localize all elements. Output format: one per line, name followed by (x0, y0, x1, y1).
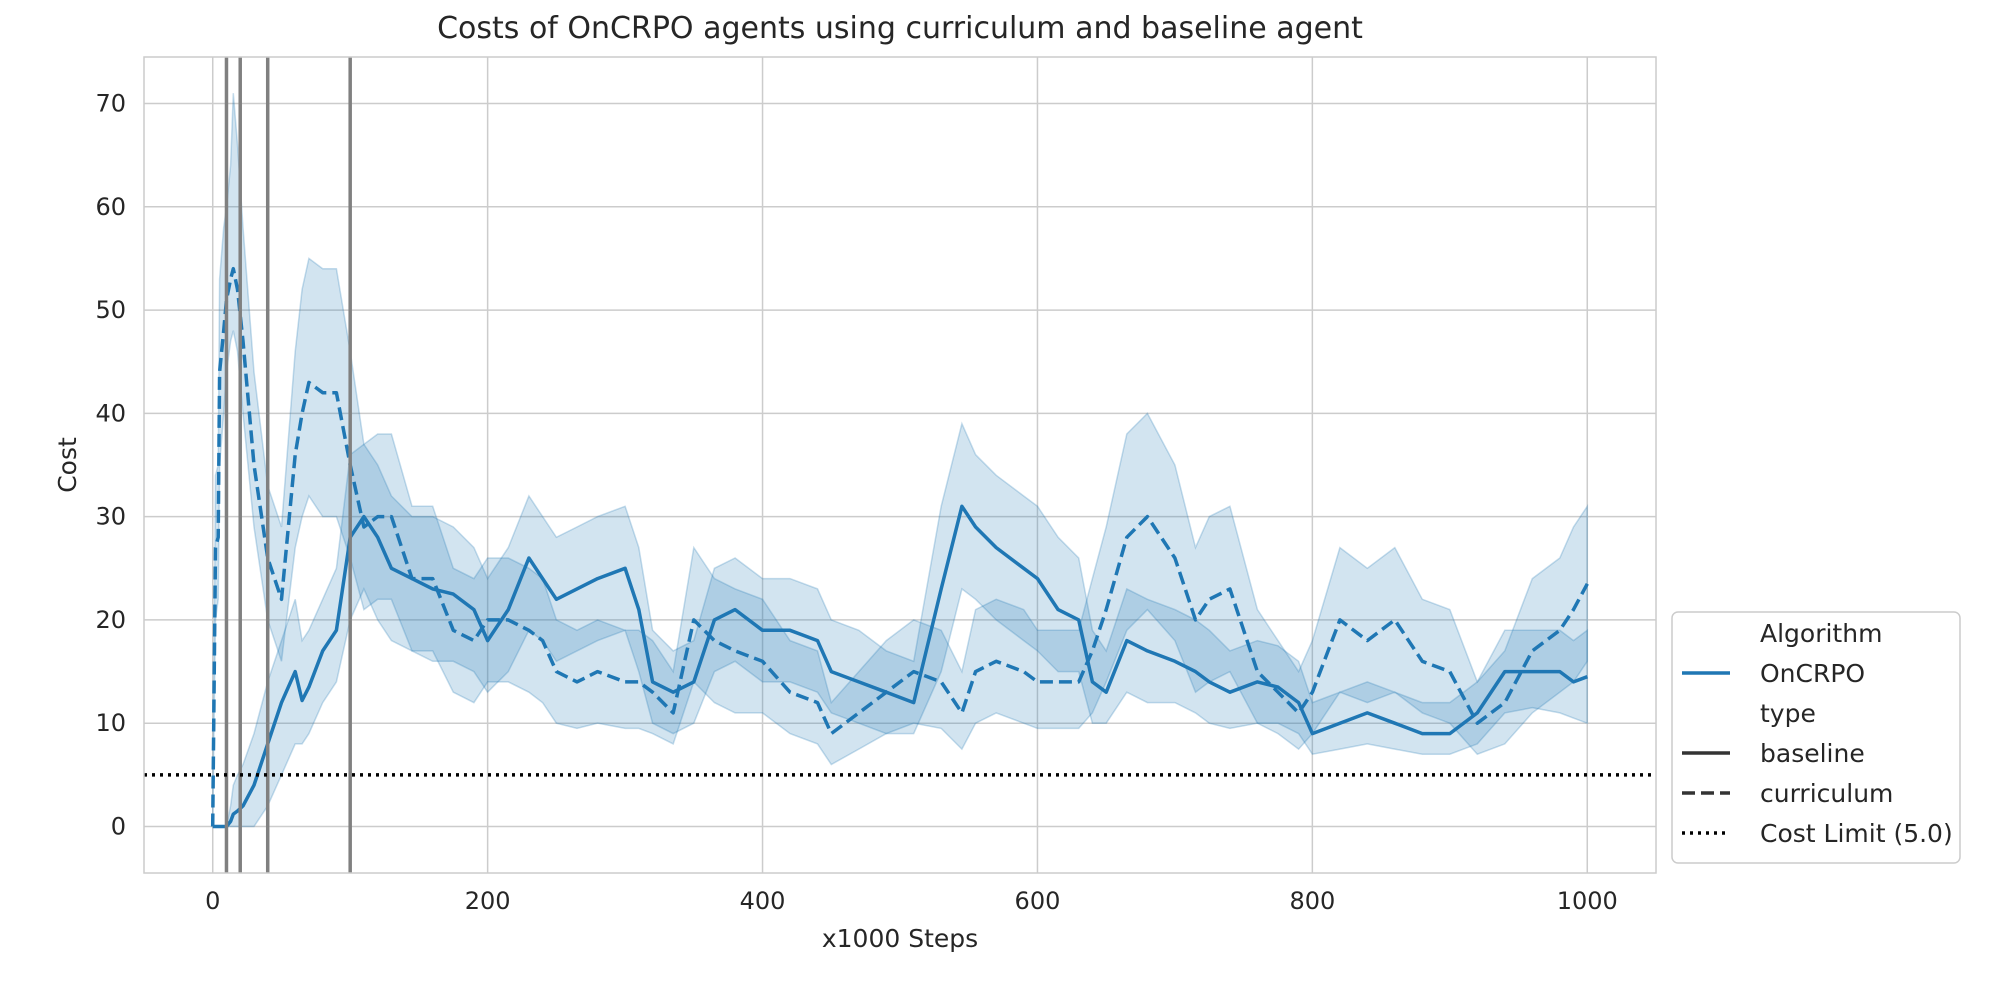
y-tick-label: 60 (95, 193, 126, 221)
legend-oncrpo-label: OnCRPO (1760, 659, 1865, 688)
legend-curriculum-label: curriculum (1760, 779, 1893, 808)
legend-box (1671, 611, 1961, 864)
y-tick-label: 70 (95, 89, 126, 117)
plot-frame (143, 56, 1657, 874)
y-tick-label: 50 (95, 296, 126, 324)
x-tick-label: 600 (1015, 887, 1061, 915)
line-curriculum (210, 266, 1589, 827)
y-tick-label: 10 (95, 709, 126, 737)
x-tick-label: 800 (1289, 887, 1335, 915)
legend-type-title: type (1760, 699, 1816, 728)
x-tick-labels: 0 200 400 600 800 1000 (205, 887, 1618, 915)
legend-cost-limit-label: Cost Limit (5.0) (1760, 819, 1953, 848)
x-tick-label: 0 (205, 887, 220, 915)
x-tick-label: 1000 (1557, 887, 1618, 915)
y-tick-labels: 0 10 20 30 40 50 60 70 (95, 89, 126, 840)
legend: Algorithm OnCRPO type baseline curriculu… (1671, 611, 1961, 864)
plot-background (144, 57, 1656, 873)
y-tick-label: 0 (111, 813, 126, 841)
y-tick-label: 20 (95, 606, 126, 634)
x-tick-label: 400 (740, 887, 786, 915)
y-tick-label: 40 (95, 399, 126, 427)
line-baseline (212, 504, 1588, 829)
y-tick-label: 30 (95, 503, 126, 531)
chart-title: Costs of OnCRPO agents using curriculum … (437, 11, 1363, 46)
curriculum-stage-lines (224, 57, 352, 873)
series-lines (210, 266, 1589, 829)
legend-baseline-label: baseline (1760, 739, 1865, 768)
legend-algorithm-title: Algorithm (1760, 619, 1882, 648)
y-axis-title: Cost (53, 437, 82, 493)
x-tick-label: 200 (465, 887, 511, 915)
grid (144, 57, 1656, 873)
x-axis-title: x1000 Steps (822, 924, 978, 953)
